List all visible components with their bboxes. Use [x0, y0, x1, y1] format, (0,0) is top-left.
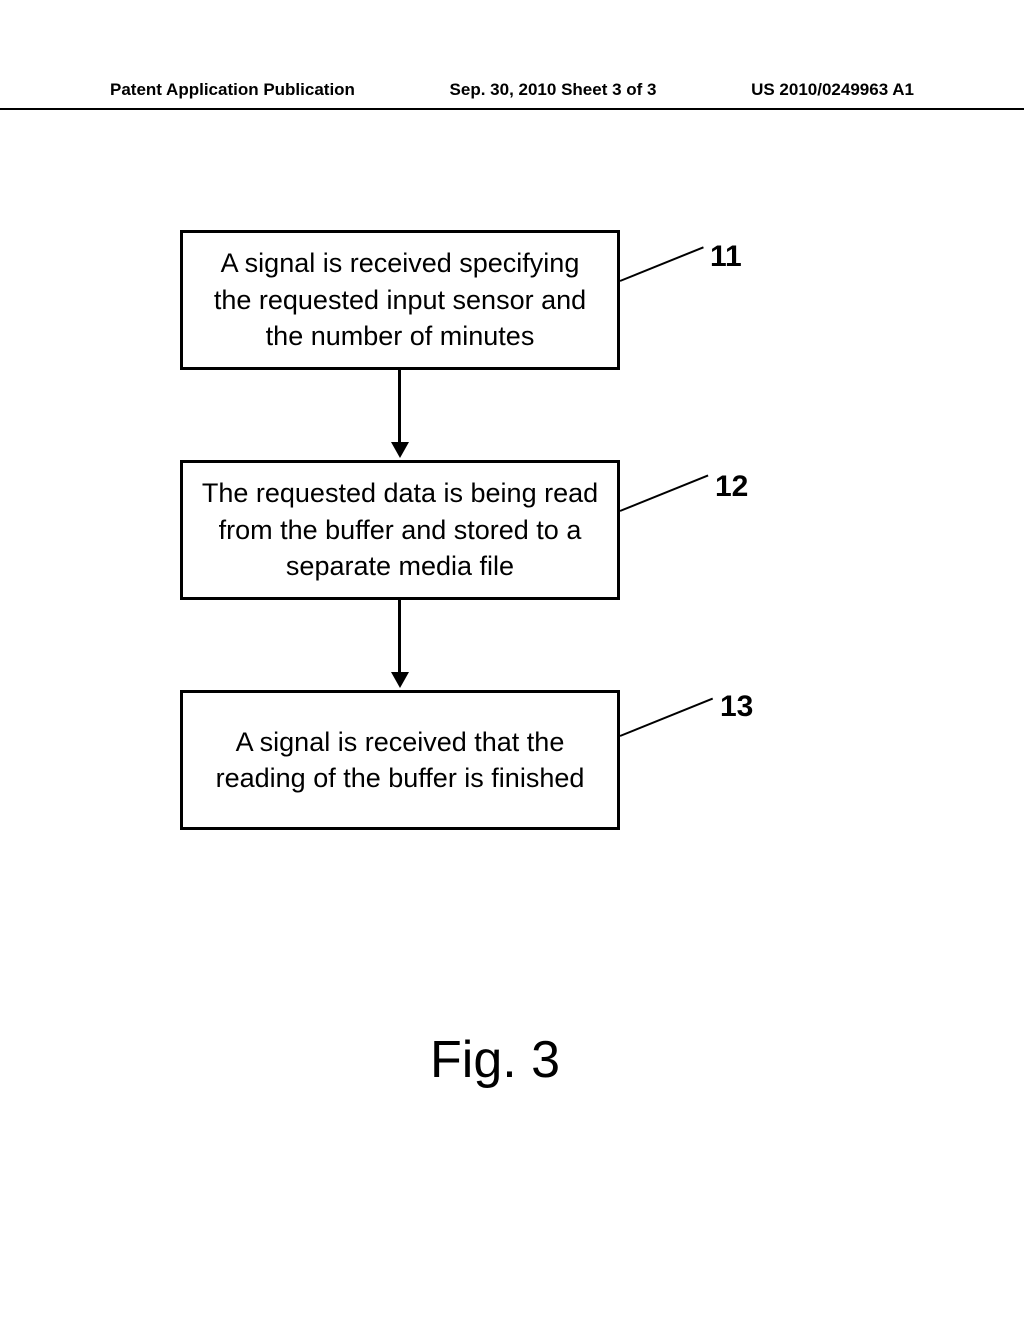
page-header: Patent Application Publication Sep. 30, …: [0, 80, 1024, 110]
flow-arrow-head-icon: [391, 672, 409, 688]
flow-arrow-stem: [398, 600, 401, 674]
flowchart-box: The requested data is being read from th…: [180, 460, 620, 600]
header-left: Patent Application Publication: [110, 80, 355, 100]
leader-line: [620, 246, 704, 282]
leader-line: [620, 474, 709, 511]
flowchart-ref-label: 11: [710, 240, 742, 274]
header-right: US 2010/0249963 A1: [751, 80, 914, 100]
flowchart-ref-label: 12: [715, 470, 748, 504]
leader-line: [620, 698, 713, 737]
flowchart-box-text: A signal is received that the reading of…: [201, 724, 599, 797]
flow-arrow-head-icon: [391, 442, 409, 458]
flow-arrow-stem: [398, 370, 401, 444]
flowchart-box: A signal is received that the reading of…: [180, 690, 620, 830]
header-center: Sep. 30, 2010 Sheet 3 of 3: [450, 80, 657, 100]
flowchart-box-text: A signal is received specifying the requ…: [201, 245, 599, 354]
figure-caption: Fig. 3: [430, 1030, 560, 1090]
flowchart-box: A signal is received specifying the requ…: [180, 230, 620, 370]
flowchart-ref-label: 13: [720, 690, 753, 724]
flowchart-box-text: The requested data is being read from th…: [201, 475, 599, 584]
flowchart: A signal is received specifying the requ…: [0, 200, 1024, 1100]
